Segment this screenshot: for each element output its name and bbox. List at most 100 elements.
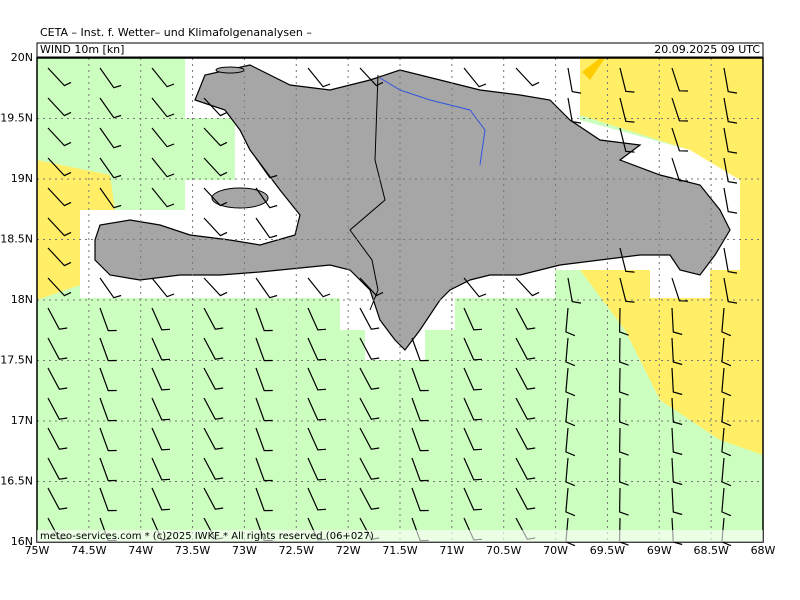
wind-barb <box>47 397 68 420</box>
wind-barb <box>151 487 171 511</box>
wind-barb <box>515 487 536 510</box>
wind-barb <box>47 187 72 207</box>
wind-barb <box>515 67 540 87</box>
wind-barb <box>359 367 380 390</box>
wind-barb <box>255 217 278 239</box>
wind-barb <box>307 487 327 511</box>
lon-label: 72W <box>336 544 361 557</box>
lon-label: 70.5W <box>486 544 521 557</box>
wind-barb <box>671 487 683 516</box>
lon-label: 71W <box>439 544 464 557</box>
wind-barb <box>463 307 483 331</box>
border <box>349 74 386 311</box>
lat-label: 19.5N <box>0 112 33 125</box>
wind-barb <box>359 337 380 360</box>
wind-barb <box>203 367 224 390</box>
wind-barb <box>411 457 429 482</box>
wind-barb <box>411 427 429 452</box>
footer-bar <box>37 530 763 542</box>
wind-barb <box>567 67 582 94</box>
wind-barb <box>255 487 273 512</box>
lon-label: 74.5W <box>71 544 106 557</box>
wind-barb <box>47 367 68 390</box>
wind-barb <box>515 457 536 480</box>
wind-barb <box>255 397 273 422</box>
wind-barb <box>47 127 72 147</box>
lon-label: 70W <box>543 544 568 557</box>
wind-barb <box>721 457 732 487</box>
wind-barb <box>671 277 689 302</box>
lon-label: 72.5W <box>279 544 314 557</box>
tortuga-island <box>215 66 245 74</box>
field-label: WIND 10m [kn] <box>40 43 124 56</box>
wind-barb <box>721 427 732 457</box>
wind-barb <box>671 67 689 92</box>
wind-barb <box>619 67 635 93</box>
wind-barb <box>671 397 683 426</box>
wind-barb <box>307 337 327 361</box>
wind-barb <box>618 457 629 486</box>
wind-barb <box>255 457 273 482</box>
wind-barb <box>307 367 327 391</box>
wind-barb <box>151 397 171 421</box>
wind-barb <box>47 307 68 330</box>
lat-label: 19N <box>11 172 33 185</box>
wind-barb <box>723 277 738 304</box>
wind-barb <box>99 487 117 512</box>
wind-barb <box>359 397 380 420</box>
wind-barb <box>359 277 384 297</box>
wind-barb <box>359 67 384 87</box>
wind-barb <box>47 487 68 510</box>
lon-label: 73.5W <box>175 544 210 557</box>
wind-barb <box>618 307 629 336</box>
wind-barb <box>203 487 224 510</box>
wind-barb <box>151 277 175 298</box>
wind-barb <box>307 307 327 331</box>
wind-barb <box>721 337 732 367</box>
wind-barb <box>99 337 117 362</box>
wind-barb <box>515 397 536 420</box>
wind-barb <box>151 67 175 88</box>
wind-barb <box>99 67 122 89</box>
wind-barb <box>723 67 738 94</box>
wind-barb <box>411 337 429 362</box>
wind-barb <box>618 487 629 516</box>
wind-barb <box>619 277 635 303</box>
wind-barb <box>151 427 171 451</box>
wind-barb <box>151 127 175 148</box>
wind-barb <box>723 187 738 214</box>
wind-barb <box>723 157 738 184</box>
wind-barb <box>47 457 68 480</box>
wind-barb <box>671 127 689 152</box>
lon-label: 74W <box>128 544 153 557</box>
wind-barb <box>47 337 68 360</box>
wind-barb <box>565 457 576 487</box>
wind-barb <box>203 397 224 420</box>
wind-barb <box>151 367 171 391</box>
wind-barb <box>359 487 380 510</box>
wind-barb <box>463 457 483 481</box>
wind-barb <box>565 427 576 457</box>
wind-barb <box>255 427 273 452</box>
wind-barb <box>307 67 331 88</box>
lat-label: 16N <box>11 535 33 548</box>
wind-barb <box>151 307 171 331</box>
wind-barb <box>515 367 536 390</box>
plot-area: meteo-services.com * (c)2025 IWKF * All … <box>36 57 764 547</box>
wind-barb <box>359 457 380 480</box>
wind-barb <box>203 427 224 450</box>
wind-barb <box>721 397 732 427</box>
wind-barb <box>411 367 429 392</box>
wind-barb <box>723 247 738 274</box>
wind-barb <box>99 277 122 299</box>
lon-label: 69W <box>647 544 672 557</box>
wind-barb <box>721 367 732 397</box>
lat-label: 17N <box>11 414 33 427</box>
wind-barb <box>671 337 683 366</box>
wind-barb <box>618 427 629 456</box>
wind-barb <box>619 247 635 273</box>
wind-barb <box>203 337 224 360</box>
info-bar <box>36 42 764 58</box>
wind-barb <box>99 307 117 332</box>
wind-barb <box>151 157 175 178</box>
